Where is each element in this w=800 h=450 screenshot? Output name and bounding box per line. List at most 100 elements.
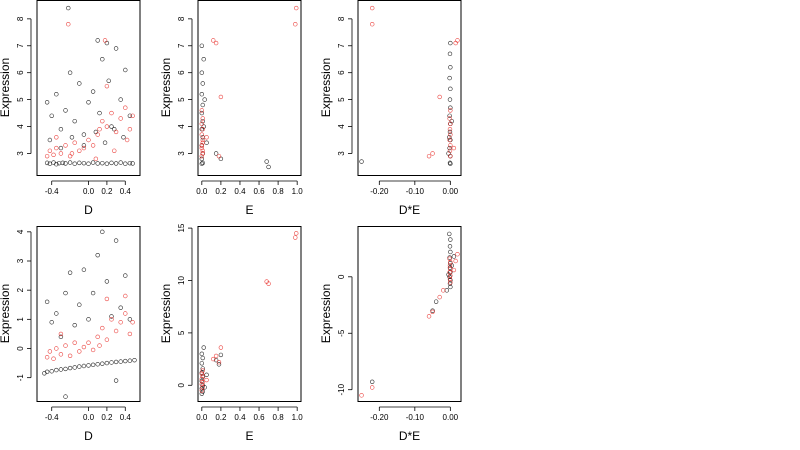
data-point-black bbox=[95, 161, 100, 166]
data-point-black bbox=[213, 357, 219, 363]
data-point-black bbox=[49, 320, 54, 325]
data-point-red bbox=[447, 270, 452, 275]
data-point-red bbox=[123, 311, 128, 316]
data-point-red bbox=[453, 40, 458, 46]
data-point-black bbox=[123, 67, 128, 73]
data-point-red bbox=[448, 153, 453, 159]
data-point-black bbox=[204, 140, 209, 145]
data-point-red bbox=[109, 110, 114, 116]
x-tick-label: 0.0 bbox=[83, 187, 95, 196]
data-point-red bbox=[448, 280, 453, 285]
data-point-black bbox=[199, 43, 205, 48]
data-point-black bbox=[127, 317, 133, 322]
data-point-red bbox=[455, 38, 460, 43]
data-point-black bbox=[104, 40, 110, 46]
data-point-red bbox=[93, 156, 99, 162]
data-point-black bbox=[113, 378, 119, 383]
data-point-red bbox=[127, 331, 133, 337]
data-point-red bbox=[86, 340, 91, 345]
x-tick-label: 0.0 bbox=[196, 413, 208, 422]
data-point-red bbox=[199, 388, 205, 393]
data-point-black bbox=[44, 369, 50, 375]
data-point-black bbox=[54, 311, 59, 316]
data-point-black bbox=[448, 237, 453, 242]
data-point-black bbox=[449, 118, 454, 124]
data-point-red bbox=[54, 135, 59, 140]
data-point-black bbox=[200, 160, 205, 166]
data-point-black bbox=[81, 267, 87, 272]
x-tick-label: 0.2 bbox=[101, 413, 113, 422]
x-tick-label: 1.0 bbox=[292, 413, 304, 422]
x-tick-label: -0.10 bbox=[406, 187, 425, 196]
data-point-red bbox=[447, 276, 453, 282]
x-axis-title: D*E bbox=[399, 203, 420, 217]
data-point-red bbox=[118, 116, 123, 121]
data-point-red bbox=[370, 385, 375, 390]
data-point-black bbox=[104, 279, 110, 284]
data-point-red bbox=[200, 379, 205, 385]
y-tick-label: 3 bbox=[16, 258, 25, 263]
data-point-red bbox=[58, 151, 64, 156]
data-point-red bbox=[451, 145, 457, 151]
data-point-black bbox=[86, 161, 91, 166]
x-tick-label: 0.6 bbox=[253, 413, 265, 422]
x-tick-label: 0.4 bbox=[234, 187, 246, 196]
data-point-red bbox=[448, 121, 453, 127]
data-point-black bbox=[67, 270, 73, 275]
data-point-red bbox=[199, 143, 205, 148]
data-point-black bbox=[77, 81, 82, 86]
data-point-black bbox=[109, 314, 114, 319]
data-point-red bbox=[199, 153, 205, 159]
y-axis-title: Expression bbox=[159, 58, 173, 117]
data-point-black bbox=[54, 367, 59, 373]
data-point-red bbox=[370, 22, 375, 27]
data-point-black bbox=[199, 110, 205, 116]
data-point-black bbox=[433, 299, 439, 304]
data-point-black bbox=[199, 156, 205, 162]
data-point-black bbox=[201, 345, 206, 350]
data-point-red bbox=[112, 148, 117, 153]
data-point-black bbox=[359, 159, 364, 164]
y-tick-label: 5 bbox=[177, 97, 186, 102]
data-point-black bbox=[448, 284, 453, 290]
data-point-black bbox=[100, 361, 105, 366]
data-point-red bbox=[86, 137, 91, 143]
data-point-red bbox=[448, 132, 453, 137]
data-point-black bbox=[112, 127, 117, 132]
points-layer bbox=[44, 5, 135, 167]
data-point-red bbox=[123, 293, 128, 299]
plot-frame bbox=[36, 226, 141, 402]
panel-2: 0.0 0.2 0.4 0.6 0.8 1.0 3 4 5 6 7 8 E Expression bbox=[159, 0, 303, 217]
data-point-red bbox=[123, 105, 128, 110]
data-point-black bbox=[58, 367, 64, 372]
y-tick-label: 0 bbox=[337, 274, 346, 279]
data-point-red bbox=[200, 148, 205, 153]
data-point-black bbox=[72, 322, 77, 328]
data-point-red bbox=[426, 153, 432, 159]
data-point-red bbox=[204, 377, 209, 383]
data-point-black bbox=[81, 160, 87, 166]
data-point-black bbox=[54, 162, 59, 167]
data-point-red bbox=[130, 113, 135, 118]
y-tick-label: 8 bbox=[177, 16, 186, 21]
data-point-black bbox=[58, 127, 64, 132]
data-point-black bbox=[86, 317, 91, 322]
data-point-black bbox=[201, 57, 206, 62]
data-point-black bbox=[447, 231, 452, 237]
data-point-red bbox=[67, 153, 73, 159]
data-point-black bbox=[447, 97, 453, 102]
data-point-black bbox=[63, 366, 68, 372]
data-point-black bbox=[104, 360, 110, 366]
y-tick-label: 0 bbox=[16, 346, 25, 351]
data-point-red bbox=[213, 353, 219, 359]
data-point-black bbox=[123, 358, 128, 364]
data-point-black bbox=[81, 143, 87, 148]
data-point-red bbox=[437, 94, 442, 100]
data-point-black bbox=[447, 113, 452, 118]
data-point-red bbox=[211, 356, 216, 362]
data-point-red bbox=[447, 263, 453, 268]
data-point-red bbox=[95, 334, 100, 340]
data-point-red bbox=[448, 273, 453, 278]
data-point-red bbox=[97, 127, 102, 132]
